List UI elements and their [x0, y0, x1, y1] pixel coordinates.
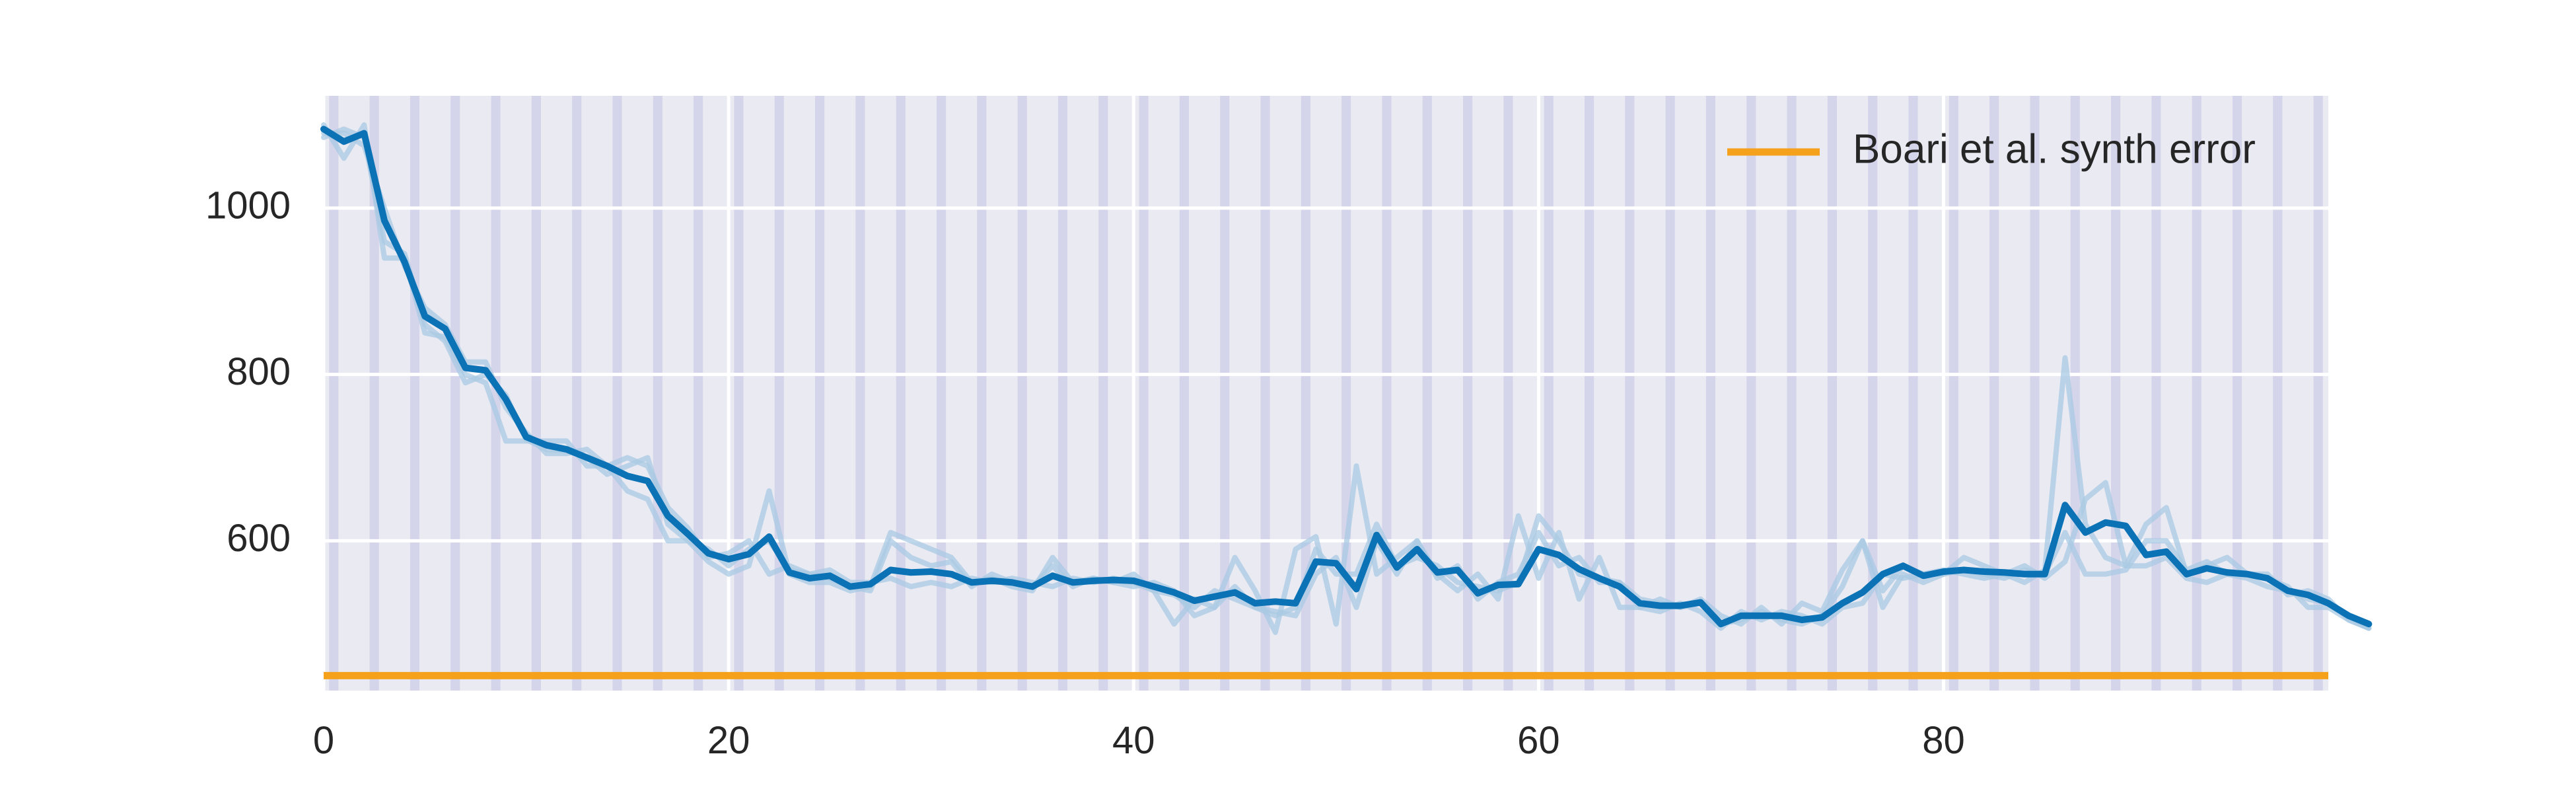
band — [531, 96, 541, 691]
band — [653, 96, 662, 691]
band — [1139, 96, 1149, 691]
band — [2030, 96, 2040, 691]
band — [1989, 96, 1999, 691]
band — [1463, 96, 1473, 691]
band — [1422, 96, 1432, 691]
y-tick-label: 600 — [227, 517, 291, 560]
band — [410, 96, 420, 691]
band — [855, 96, 865, 691]
x-tick-label: 40 — [1112, 719, 1155, 762]
band — [329, 96, 339, 691]
band — [572, 96, 582, 691]
series-group — [320, 122, 2373, 635]
band — [2232, 96, 2242, 691]
band — [1503, 96, 1513, 691]
x-tick-label: 0 — [313, 719, 334, 762]
band — [1908, 96, 1918, 691]
band — [2192, 96, 2201, 691]
x-tick-label: 80 — [1922, 719, 1965, 762]
band — [1584, 96, 1594, 691]
band — [1098, 96, 1108, 691]
band — [1057, 96, 1068, 691]
band — [1746, 96, 1756, 691]
band — [1544, 96, 1554, 691]
grid-group — [322, 96, 2328, 691]
band — [977, 96, 987, 691]
plot-background — [324, 96, 2328, 691]
y-tick-label: 1000 — [205, 184, 291, 227]
band — [612, 96, 622, 691]
x-tick-label: 60 — [1517, 719, 1560, 762]
band — [450, 96, 460, 691]
legend-label: Boari et al. synth error — [1853, 126, 2256, 172]
band — [2151, 96, 2161, 691]
band — [1382, 96, 1392, 691]
band — [936, 96, 947, 691]
series-line-main — [320, 126, 2373, 628]
y-tick-labels: 600 800 1000 — [205, 184, 291, 559]
band — [774, 96, 784, 691]
band — [1017, 96, 1027, 691]
y-tick-label: 800 — [227, 350, 291, 393]
legend: Boari et al. synth error — [1727, 126, 2256, 172]
band — [734, 96, 744, 691]
series-line-faint — [321, 122, 2372, 635]
band — [815, 96, 825, 691]
band — [2273, 96, 2283, 691]
band — [1868, 96, 1878, 691]
x-tick-labels: 0 20 40 60 80 — [313, 719, 1965, 762]
band — [2111, 96, 2121, 691]
x-tick-label: 20 — [707, 719, 750, 762]
band — [896, 96, 906, 691]
series-line-faint — [321, 130, 2372, 631]
band — [694, 96, 703, 691]
band — [1787, 96, 1797, 691]
band — [1342, 96, 1351, 691]
band — [1949, 96, 1958, 691]
